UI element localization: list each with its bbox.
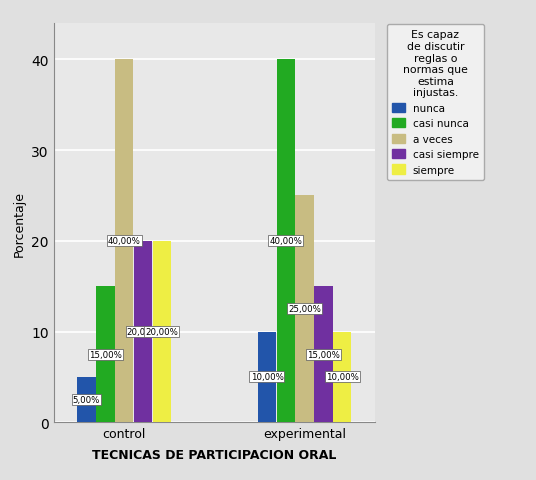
Text: 15,00%: 15,00%: [307, 350, 340, 359]
Legend: nunca, casi nunca, a veces, casi siempre, siempre: nunca, casi nunca, a veces, casi siempre…: [387, 25, 484, 180]
Text: 25,00%: 25,00%: [288, 305, 321, 314]
Text: 40,00%: 40,00%: [108, 237, 140, 246]
X-axis label: TECNICAS DE PARTICIPACION ORAL: TECNICAS DE PARTICIPACION ORAL: [92, 448, 337, 461]
Bar: [77, 377, 95, 422]
Bar: [96, 287, 115, 422]
Text: 20,00%: 20,00%: [126, 327, 159, 336]
Text: 20,00%: 20,00%: [145, 327, 178, 336]
Text: 15,00%: 15,00%: [89, 350, 122, 359]
Bar: [134, 241, 152, 422]
Bar: [153, 241, 171, 422]
Text: 40,00%: 40,00%: [270, 237, 302, 246]
Text: 10,00%: 10,00%: [326, 372, 359, 382]
Bar: [295, 196, 314, 422]
Y-axis label: Porcentaje: Porcentaje: [12, 190, 26, 256]
Bar: [277, 60, 295, 422]
Text: 5,00%: 5,00%: [73, 395, 100, 404]
Text: 10,00%: 10,00%: [250, 372, 284, 382]
Bar: [314, 287, 332, 422]
Bar: [258, 332, 276, 422]
Bar: [333, 332, 352, 422]
Bar: [115, 60, 133, 422]
